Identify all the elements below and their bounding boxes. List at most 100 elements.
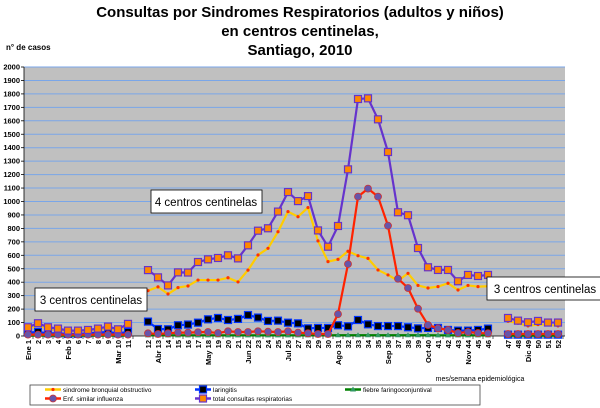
legend xyxy=(29,384,481,406)
data-point xyxy=(93,324,103,333)
x-tick-label: 23 xyxy=(254,340,263,348)
data-point xyxy=(376,268,380,272)
data-point xyxy=(426,286,430,290)
data-point xyxy=(316,239,320,243)
data-point xyxy=(326,260,330,264)
data-point xyxy=(263,224,273,233)
chart-title-line3: Santiago, 2010 xyxy=(247,42,352,59)
data-point xyxy=(394,274,402,283)
data-point xyxy=(436,285,440,289)
x-tick-label: 47 xyxy=(504,340,513,348)
data-point xyxy=(435,332,441,338)
data-point xyxy=(43,323,53,332)
x-tick-label: 51 xyxy=(544,340,553,348)
x-tick-label: 9 xyxy=(104,340,113,344)
data-point xyxy=(393,321,403,331)
data-point xyxy=(474,329,482,337)
data-point xyxy=(113,325,123,334)
data-point xyxy=(383,321,393,331)
x-tick-label: Ene 1 xyxy=(24,340,33,360)
data-point xyxy=(283,318,293,327)
x-tick-label: 33 xyxy=(354,340,363,348)
x-tick-label: 52 xyxy=(554,340,563,348)
data-point xyxy=(183,320,193,329)
data-point xyxy=(213,253,223,263)
y-tick-label: 1500 xyxy=(3,130,20,139)
x-tick-label: 38 xyxy=(404,340,413,348)
data-point xyxy=(413,243,423,253)
data-point xyxy=(415,332,421,338)
data-point xyxy=(263,316,273,326)
data-point xyxy=(356,254,360,258)
y-tick-label: 700 xyxy=(7,237,20,246)
x-tick-label: 14 xyxy=(164,339,173,348)
y-tick-label: 900 xyxy=(7,210,20,219)
y-tick-label: 400 xyxy=(7,278,20,287)
y-tick-label: 800 xyxy=(7,224,20,233)
data-point xyxy=(51,387,55,392)
annotation-3-centros-left: 3 centros centinelas xyxy=(34,287,148,312)
y-tick-label: 1300 xyxy=(3,157,20,166)
data-point xyxy=(53,324,63,333)
data-point xyxy=(385,332,391,338)
data-point xyxy=(425,332,431,338)
y-tick-label: 500 xyxy=(7,264,20,273)
data-point xyxy=(276,230,280,234)
data-point xyxy=(533,316,543,326)
y-axis-label: n° de casos xyxy=(6,43,51,52)
data-point xyxy=(253,226,263,235)
data-point xyxy=(223,315,233,325)
data-point xyxy=(553,318,563,327)
y-tick-label: 200 xyxy=(7,305,20,314)
data-point xyxy=(364,184,372,193)
data-point xyxy=(543,318,553,327)
data-point xyxy=(253,313,263,322)
data-point xyxy=(274,328,282,336)
data-point xyxy=(143,265,153,275)
data-point xyxy=(353,315,363,325)
data-point xyxy=(33,319,43,328)
data-point xyxy=(464,328,472,336)
data-point xyxy=(213,313,223,323)
data-point xyxy=(254,327,262,336)
data-point xyxy=(414,304,422,313)
data-point xyxy=(104,330,112,339)
x-tick-label: 8 xyxy=(94,340,103,344)
data-point xyxy=(154,330,162,338)
data-point xyxy=(404,284,412,292)
y-tick-label: 0 xyxy=(16,332,20,341)
data-point xyxy=(503,313,513,323)
x-tick-label: Nov 44 xyxy=(464,339,473,364)
data-point xyxy=(164,329,172,338)
legend-item: fiebre faringoconjuntival xyxy=(345,386,432,394)
x-tick-label: May 18 xyxy=(204,340,213,365)
data-point xyxy=(63,326,73,335)
x-tick-label: 50 xyxy=(534,340,543,348)
data-point xyxy=(204,328,212,336)
x-tick-label: 3 xyxy=(44,340,53,344)
y-tick-label: 100 xyxy=(7,318,20,327)
data-point xyxy=(246,268,250,272)
data-point xyxy=(374,192,382,201)
data-point xyxy=(375,332,381,338)
data-point xyxy=(203,255,213,264)
x-tick-label: Dic 49 xyxy=(524,340,533,362)
data-point xyxy=(333,221,343,231)
legend-label: Enf. similar influenza xyxy=(63,396,123,403)
x-tick-label: 28 xyxy=(304,340,313,348)
data-point xyxy=(345,332,351,338)
x-tick-label: 41 xyxy=(434,340,443,348)
data-point xyxy=(363,94,373,103)
data-point xyxy=(286,209,290,214)
data-point xyxy=(296,215,300,219)
data-point xyxy=(233,314,243,324)
data-point xyxy=(166,292,170,296)
x-tick-label: 37 xyxy=(394,340,403,348)
data-point xyxy=(24,330,32,339)
data-point xyxy=(324,330,332,338)
data-point xyxy=(463,270,473,280)
x-tick-label: 16 xyxy=(184,340,193,348)
data-point xyxy=(173,321,183,330)
data-point xyxy=(343,165,353,174)
